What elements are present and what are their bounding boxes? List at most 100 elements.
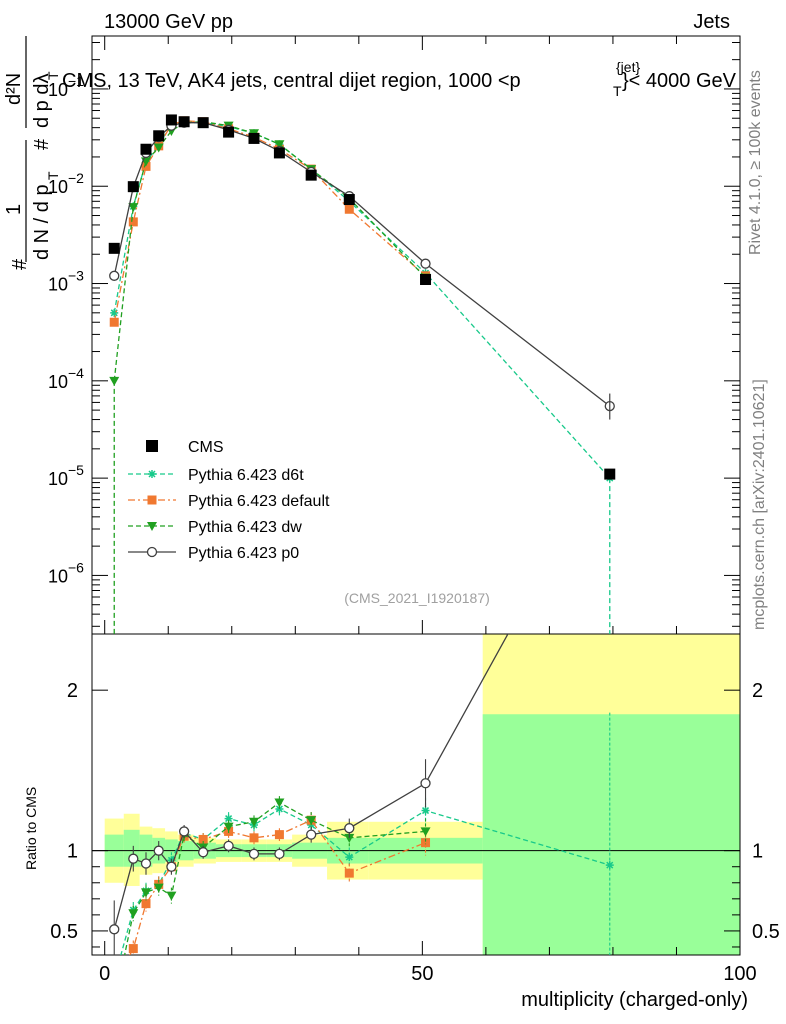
ratio-point-square [128,944,138,954]
cms-data-point [197,117,209,129]
cms-data-point [420,274,432,286]
ratio-point-triangle-down [128,909,139,919]
ratio-point-triangle-down [109,1001,119,1010]
ratio-point-triangle-down [223,822,234,832]
y-label-one: 1 [3,204,25,215]
y-tick-exponent-main: −2 [68,170,84,186]
main-point-asterisk [110,308,119,317]
y-tick-label-main: 10 [48,469,68,489]
legend-marker-cms [146,440,158,452]
main-point-square [109,317,119,327]
cms-data-point [273,147,285,159]
ratio-point-circle-open [153,845,164,856]
cms-band-inner [482,714,740,955]
y-tick-label-ratio: 0.5 [50,921,78,943]
ratio-point-circle-open [306,829,317,840]
main-point-square [128,217,138,227]
ratio-point-triangle-down [249,817,259,827]
legend-entry-circle-open: Pythia 6.423 p0 [128,545,299,562]
legend: CMS Pythia 6.423 d6t Pythia 6.423 default… [128,439,330,562]
main-line-asterisk [113,122,611,479]
y-tick-label-ratio-right: 2 [752,680,763,702]
main-point-triangle-down [128,203,139,213]
ratio-point-square [274,830,284,840]
ratio-point-triangle-down [166,891,177,901]
main-line-triangle-down [113,121,426,381]
y-label-dndpt: d N / d p [31,184,53,260]
y-label-dpt-dl: d p dλ [31,74,53,128]
cms-data-point [178,116,190,128]
ratio-point-triangle-down [274,798,285,808]
ratio-point-triangle-down [153,883,164,893]
ratio-point-triangle-down [141,888,151,898]
ratio-point-square [249,833,259,843]
ratio-point-square [344,868,354,878]
ratio-point-asterisk [110,975,118,983]
legend-entry-square: Pythia 6.423 default [128,493,330,510]
rivet-label: Rivet 4.1.0, ≥ 100k events [747,70,764,255]
y-tick-label-ratio: 2 [67,680,78,702]
legend-label: Pythia 6.423 d6t [188,467,304,484]
cms-data-point [305,169,317,181]
legend-entry-cms: CMS [146,439,224,456]
legend-label: Pythia 6.423 p0 [188,545,299,562]
cms-data-point [140,143,152,155]
y-tick-exponent-main: −4 [68,365,84,381]
y-label-sub-t2: T [45,71,61,80]
analysis-reference: (CMS_2021_I1920187) [344,590,490,606]
ratio-point-asterisk [224,814,233,823]
main-point-triangle-down [274,140,285,150]
chart-title-subscript: T [613,83,622,99]
y-tick-label-main: 10 [48,80,68,100]
ratio-point-square [141,899,151,909]
y-tick-label-main: 10 [48,275,68,295]
x-axis-label: multiplicity (charged-only) [521,989,748,1011]
ratio-point-square [198,834,208,844]
y-label-sub-t1: T [45,171,61,180]
y-label-hash2: # [31,138,53,150]
ratio-y-axis-label: Ratio to CMS [23,787,39,870]
chart-title: CMS, 13 TeV, AK4 jets, central dijet reg… [62,59,737,99]
y-tick-exponent-main: −1 [68,73,84,89]
main-y-axis-label: # 1 d N / d p T # d²N d p dλ T [3,36,61,270]
y-tick-exponent-main: −6 [68,559,84,575]
cms-data-point [153,130,165,142]
main-point-circle-open [420,258,431,269]
legend-marker-asterisk [148,470,156,478]
legend-entry-asterisk: Pythia 6.423 d6t [128,467,304,484]
chart-title-superscript: {jet} [616,59,640,75]
y-tick-label-ratio: 1 [67,841,78,863]
ratio-point-circle-open [166,861,177,872]
ratio-point-asterisk [421,806,430,815]
legend-marker-square [147,495,157,505]
y-tick-label-main: 10 [48,566,68,586]
cms-data-point [108,242,120,254]
ratio-point-circle-open [344,823,355,834]
cms-data-point [248,132,260,144]
x-tick-label: 100 [723,963,756,985]
mcplots-label: mcplots.cern.ch [arXiv:2401.10621] [751,379,768,630]
ratio-point-circle-open [605,445,614,454]
axis-ticks [92,36,741,955]
legend-marker-circle-open [146,546,158,558]
cms-data-point [223,126,235,138]
chart-title-text: CMS, 13 TeV, AK4 jets, central dijet reg… [62,70,521,92]
main-point-triangle-down [153,143,164,153]
ratio-point-triangle-down [420,827,431,837]
main-series-group [108,114,616,634]
cms-data-point [165,114,177,126]
ratio-point-circle-open [128,853,139,864]
ratio-point-square [421,838,431,848]
ratio-series-group [109,445,614,1010]
x-tick-label: 0 [99,963,110,985]
y-tick-label-ratio-right: 1 [752,841,763,863]
ratio-point-asterisk [345,853,354,862]
legend-label: Pythia 6.423 dw [188,519,302,536]
legend-marker-triangle-down [147,522,157,531]
ratio-point-triangle-down [344,833,355,843]
cms-data-point [604,468,616,480]
legend-entry-triangle-down: Pythia 6.423 dw [128,519,302,536]
main-point-square [344,204,354,214]
ratio-point-circle-open [109,924,120,935]
y-tick-label-ratio-right: 0.5 [752,921,780,943]
